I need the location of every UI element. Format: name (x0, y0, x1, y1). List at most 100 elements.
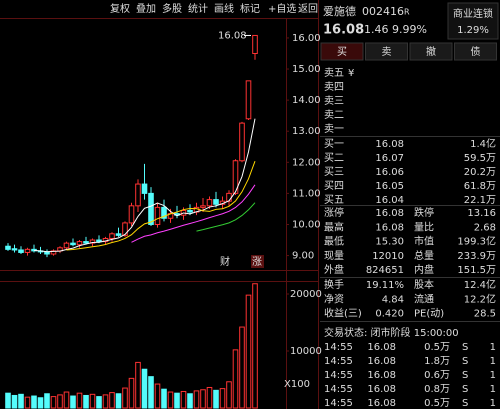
volume-bar (76, 392, 83, 409)
ask-label: 卖四 (324, 81, 344, 93)
y-tick-label: 10000 (290, 346, 322, 357)
bid-label: 买三 (324, 166, 344, 178)
trade-volume: 0.6万 (424, 370, 450, 381)
toolbar-button[interactable]: 返回 (298, 3, 318, 15)
trade-volume: 0.5万 (424, 398, 450, 409)
stock-name: 爱施德 (323, 4, 356, 18)
volume-bar (96, 396, 102, 409)
toolbar-button[interactable]: 复权 (110, 2, 130, 15)
volume-bar (161, 388, 167, 409)
volume-bar (252, 283, 258, 409)
volume-bar (239, 326, 245, 409)
stock-code: 002416 (362, 5, 404, 18)
stat-value: 233.9万 (457, 251, 496, 262)
toolbar-button[interactable]: 画线 (214, 2, 234, 15)
stat-value: 4.84 (382, 294, 404, 305)
volume-bar (245, 294, 252, 409)
bid-price: 16.05 (375, 181, 404, 192)
volume-bar (154, 383, 161, 409)
trade-time: 14:55 (324, 384, 353, 395)
volume-bar (174, 392, 180, 409)
trade-count: 1 (490, 398, 496, 409)
stat-label: 最高 (324, 220, 344, 233)
trade-side: S (462, 398, 468, 409)
trade-time: 14:55 (324, 342, 353, 353)
bid-label: 买一 (324, 138, 344, 150)
trade-button[interactable] (409, 42, 453, 61)
trade-status: 交易状态: 闭市阶段 15:00:00 (324, 326, 459, 339)
volume-bar (24, 396, 31, 409)
y-tick-label: 12.00 (292, 157, 321, 168)
candle-body (89, 239, 96, 244)
toolbar-button[interactable]: 标记 (240, 3, 260, 15)
event-box (251, 255, 264, 268)
candle-body (206, 199, 213, 207)
trade-button[interactable] (365, 42, 408, 61)
volume-bar (232, 349, 239, 409)
y-tick-label: 15.00 (292, 64, 321, 75)
trade-button[interactable] (320, 42, 364, 61)
toolbar-button[interactable]: +自选 (268, 2, 296, 15)
stat-label: 现量 (324, 250, 344, 262)
trade-button-label[interactable]: 卖 (382, 46, 392, 58)
candle-body (96, 239, 102, 243)
stat-label: 外盘 (324, 263, 344, 276)
event-tag[interactable]: 涨 (252, 256, 262, 268)
volume-bar (213, 389, 219, 409)
y-tick-label: 16.00 (292, 33, 321, 44)
volume-bar (57, 394, 63, 409)
stat-value: 12.4亿 (464, 278, 496, 291)
trade-count: 1 (490, 356, 496, 367)
toolbar-button[interactable]: 多股 (162, 2, 182, 15)
ask-label: 卖三 (324, 95, 344, 107)
stat-label: 涨停 (324, 206, 344, 219)
stat-value: 16.08 (375, 208, 404, 219)
toolbar-button[interactable]: 叠加 (136, 3, 156, 15)
sector-pct: 1.29% (457, 25, 489, 36)
bid-volume: 59.5万 (464, 153, 496, 164)
stat-value: 15.30 (375, 237, 404, 248)
candle-body (187, 209, 193, 213)
stat-label: 收益(三) (324, 307, 362, 320)
candle-body (76, 241, 83, 246)
trade-button-label[interactable]: 撤 (426, 45, 436, 58)
trade-price: 16.08 (367, 356, 396, 367)
volume-bar (128, 377, 135, 409)
trade-button-label[interactable]: 债 (471, 45, 481, 58)
volume-bar (148, 376, 154, 409)
bid-volume: 61.8万 (464, 181, 496, 192)
currency: ¥ (348, 68, 354, 79)
stat-value: 2.68 (474, 222, 496, 233)
candle-body (128, 205, 135, 224)
volume-bar (37, 397, 44, 409)
trade-price: 16.08 (367, 384, 396, 395)
y-tick-label: 14.00 (292, 95, 321, 106)
toolbar-button[interactable]: 统计 (188, 2, 208, 15)
candle-body (245, 80, 252, 120)
volume-bar (102, 394, 109, 409)
sector[interactable]: 商业连锁 (453, 7, 493, 20)
candle-body (63, 242, 70, 249)
stat-value: 13.16 (467, 208, 496, 219)
trade-button[interactable] (454, 42, 497, 61)
candle-body (18, 249, 24, 253)
candle-body (5, 245, 11, 250)
volume-bar (167, 391, 174, 409)
trade-price: 16.08 (367, 342, 396, 353)
trade-button-label[interactable]: 买 (337, 46, 347, 58)
sector-box[interactable] (447, 2, 499, 40)
ask-label: 卖一 (324, 123, 344, 135)
volume-bar (180, 390, 187, 409)
stat-value: 824651 (366, 265, 404, 276)
candle-body (122, 222, 128, 236)
volume-bar (44, 393, 50, 409)
candle-body (232, 160, 239, 194)
event-tag[interactable]: 财 (220, 255, 230, 268)
stat-value: 12010 (372, 251, 404, 262)
volume-bar (11, 394, 18, 409)
stat-value: 0.420 (375, 309, 404, 320)
volume-bar (18, 393, 24, 409)
candle-body (70, 242, 76, 246)
volume-bar (83, 394, 89, 409)
trade-side: S (462, 356, 468, 367)
